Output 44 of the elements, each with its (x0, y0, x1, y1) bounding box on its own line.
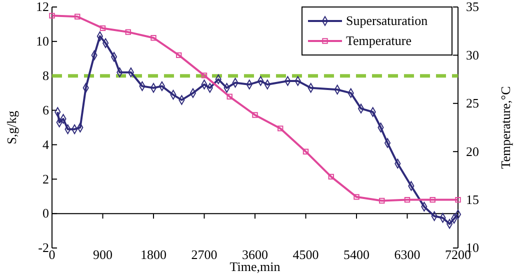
y-tick-label: 4 (42, 136, 50, 152)
y-tick-label: 0 (42, 206, 49, 221)
y-tick-label: 6 (42, 102, 50, 118)
x-tick-label: 6300 (394, 247, 420, 262)
point (252, 112, 258, 118)
point (74, 14, 80, 20)
point (49, 12, 55, 19)
y-tick-label: -2 (38, 240, 49, 256)
y2-tick-label: 20 (466, 144, 479, 159)
y-tick-label: 10 (36, 34, 49, 49)
x-tick-label: 4500 (292, 247, 319, 262)
point (384, 138, 391, 148)
y2-tick-label: 30 (466, 47, 479, 62)
point (379, 198, 385, 204)
point (150, 35, 156, 41)
point (201, 72, 208, 78)
y-tick-label: 8 (42, 68, 49, 84)
point (125, 29, 131, 35)
point (328, 174, 334, 180)
point (455, 196, 461, 203)
y2-tick-label: 25 (466, 96, 479, 111)
y-tick-label: 2 (42, 171, 49, 186)
y-tick-label: 12 (36, 0, 49, 14)
legend-label: Temperature (346, 33, 412, 48)
point (354, 194, 360, 200)
y2-axis-title: Temperature,°C (498, 86, 513, 169)
point (100, 25, 106, 32)
point (150, 83, 157, 93)
y-axis-title: S,g/kg (4, 110, 19, 144)
point (358, 104, 364, 114)
point (226, 94, 232, 100)
y2-tick-label: 15 (466, 192, 479, 207)
y2-tick-label: 35 (466, 0, 479, 14)
point (454, 210, 462, 220)
x-tick-label: 900 (93, 247, 112, 262)
x-tick-label: 2700 (191, 247, 218, 262)
point (430, 196, 436, 203)
x-tick-label: 1800 (140, 247, 166, 262)
legend-label: Supersaturation (346, 13, 428, 28)
point (404, 196, 410, 203)
point (302, 148, 309, 154)
x-tick-label: 5400 (344, 247, 370, 262)
point (176, 52, 182, 58)
point (278, 126, 284, 132)
